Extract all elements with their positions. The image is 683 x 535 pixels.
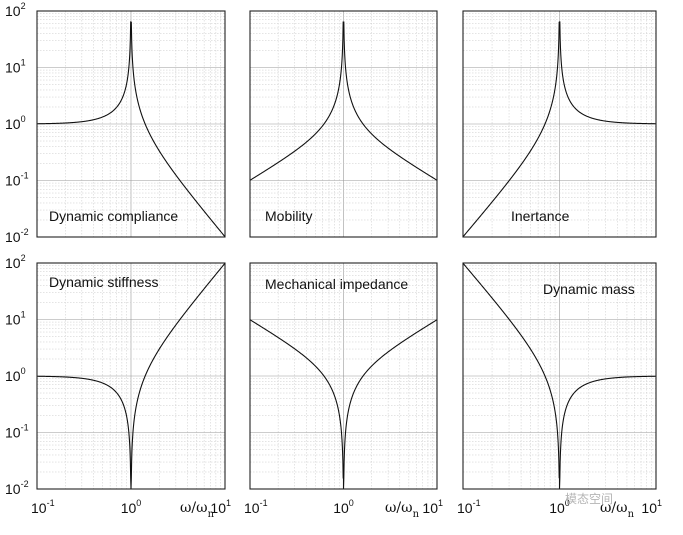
x-tick-label: 101 — [210, 498, 231, 516]
panel-title-p6: Dynamic mass — [543, 281, 635, 297]
x-tick-label: 100 — [549, 498, 570, 516]
y-tick-label: 10-2 — [5, 227, 29, 245]
data-point — [508, 180, 510, 182]
panel-title-p3: Inertance — [511, 208, 570, 224]
y-tick-label: 10-1 — [5, 171, 29, 189]
data-point — [605, 378, 607, 380]
data-point — [559, 23, 561, 25]
x-axis-label: ω/ωn — [385, 500, 420, 520]
panel-title-p2: Mobility — [265, 208, 312, 224]
data-point — [343, 466, 345, 468]
data-point — [147, 370, 149, 372]
data-point — [294, 348, 296, 350]
data-point — [341, 431, 343, 433]
data-point — [387, 147, 389, 149]
x-tick-label: 101 — [641, 498, 662, 516]
data-point — [130, 33, 132, 35]
panel-frame-p2 — [249, 10, 438, 238]
data-point — [102, 116, 104, 118]
x-axis-label: ω/ωn — [180, 500, 215, 520]
series-line-p2 — [249, 21, 438, 181]
y-tick-label: 10-2 — [5, 479, 29, 497]
data-point — [576, 389, 578, 391]
data-point — [557, 68, 559, 70]
data-point — [315, 133, 317, 135]
series-line-p1 — [37, 21, 226, 238]
data-point — [121, 98, 123, 100]
data-point — [561, 433, 563, 435]
x-axis-label: ω/ωn — [600, 500, 635, 520]
data-point — [121, 400, 123, 402]
y-tick-label: 102 — [5, 1, 26, 19]
data-point — [315, 365, 317, 367]
y-tick-label: 100 — [5, 114, 26, 132]
data-point — [334, 395, 336, 397]
x-tick-label: 101 — [422, 498, 443, 516]
data-point — [359, 119, 361, 121]
data-point — [605, 120, 607, 122]
y-tick-label: 102 — [5, 253, 26, 271]
watermark: 模态空间 — [565, 492, 613, 506]
panel-frame-p4 — [36, 262, 226, 490]
data-point — [102, 382, 104, 384]
data-point — [81, 378, 83, 380]
data-point — [561, 65, 563, 67]
data-point — [559, 475, 561, 477]
data-point — [128, 432, 130, 434]
data-point — [387, 351, 389, 353]
y-tick-label: 100 — [5, 366, 26, 384]
data-point — [557, 430, 559, 432]
x-tick-label: 100 — [333, 498, 354, 516]
data-point — [549, 109, 551, 111]
data-point — [341, 67, 343, 69]
data-point — [128, 66, 130, 68]
data-point — [334, 104, 336, 106]
data-point — [576, 109, 578, 111]
data-point — [508, 318, 510, 320]
data-point — [345, 66, 347, 68]
panel-frame-p1 — [36, 10, 226, 238]
data-point — [175, 174, 177, 176]
y-tick-label: 101 — [5, 310, 26, 328]
x-tick-label: 10-1 — [244, 498, 268, 516]
data-point — [132, 67, 134, 69]
data-point — [343, 33, 345, 35]
data-point — [345, 432, 347, 434]
data-point — [530, 348, 532, 350]
data-point — [175, 324, 177, 326]
data-point — [147, 129, 149, 131]
y-tick-label: 101 — [5, 58, 26, 76]
data-point — [549, 389, 551, 391]
y-tick-label: 10-1 — [5, 423, 29, 441]
data-point — [530, 150, 532, 152]
panel-title-p5: Mechanical impedance — [265, 276, 408, 292]
panel-frame-p3 — [462, 10, 657, 238]
data-point — [132, 431, 134, 433]
data-point — [359, 380, 361, 382]
x-tick-label: 100 — [121, 498, 142, 516]
panel-frame-p6 — [462, 262, 657, 490]
series-line-p6 — [462, 262, 656, 490]
series-line-p3 — [462, 21, 656, 238]
data-point — [294, 150, 296, 152]
data-point — [81, 121, 83, 123]
panel-title-p4: Dynamic stiffness — [49, 274, 158, 290]
x-tick-label: 10-1 — [31, 498, 55, 516]
panel-frame-p5 — [249, 262, 438, 490]
x-tick-label: 10-1 — [457, 498, 481, 516]
series-line-p5 — [249, 319, 438, 490]
panel-title-p1: Dynamic compliance — [49, 208, 178, 224]
